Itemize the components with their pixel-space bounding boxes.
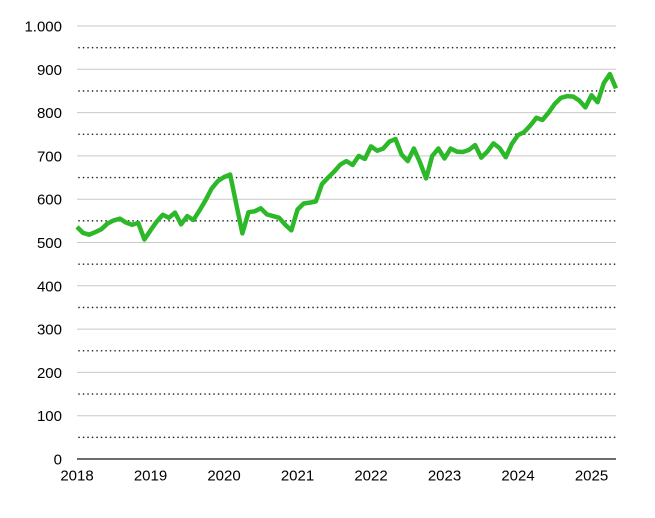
y-axis-label: 0 xyxy=(54,452,62,469)
x-axis-label: 2024 xyxy=(501,468,534,485)
y-axis-label: 800 xyxy=(37,105,62,122)
y-axis-label: 700 xyxy=(37,148,62,165)
y-axis-label: 500 xyxy=(37,235,62,252)
x-axis-label: 2025 xyxy=(575,468,608,485)
x-axis-label: 2019 xyxy=(134,468,167,485)
x-axis-label: 2020 xyxy=(207,468,240,485)
x-axis-label: 2021 xyxy=(281,468,314,485)
x-axis-label: 2018 xyxy=(60,468,93,485)
y-axis-label: 600 xyxy=(37,192,62,209)
y-axis-label: 1.000 xyxy=(24,19,62,36)
y-axis-label: 400 xyxy=(37,278,62,295)
y-axis-label: 200 xyxy=(37,365,62,382)
y-axis-label: 100 xyxy=(37,408,62,425)
y-axis-label: 900 xyxy=(37,62,62,79)
x-axis-label: 2022 xyxy=(354,468,387,485)
x-axis-label: 2023 xyxy=(428,468,461,485)
data-line-index-value xyxy=(75,71,619,242)
y-axis-label: 300 xyxy=(37,322,62,339)
